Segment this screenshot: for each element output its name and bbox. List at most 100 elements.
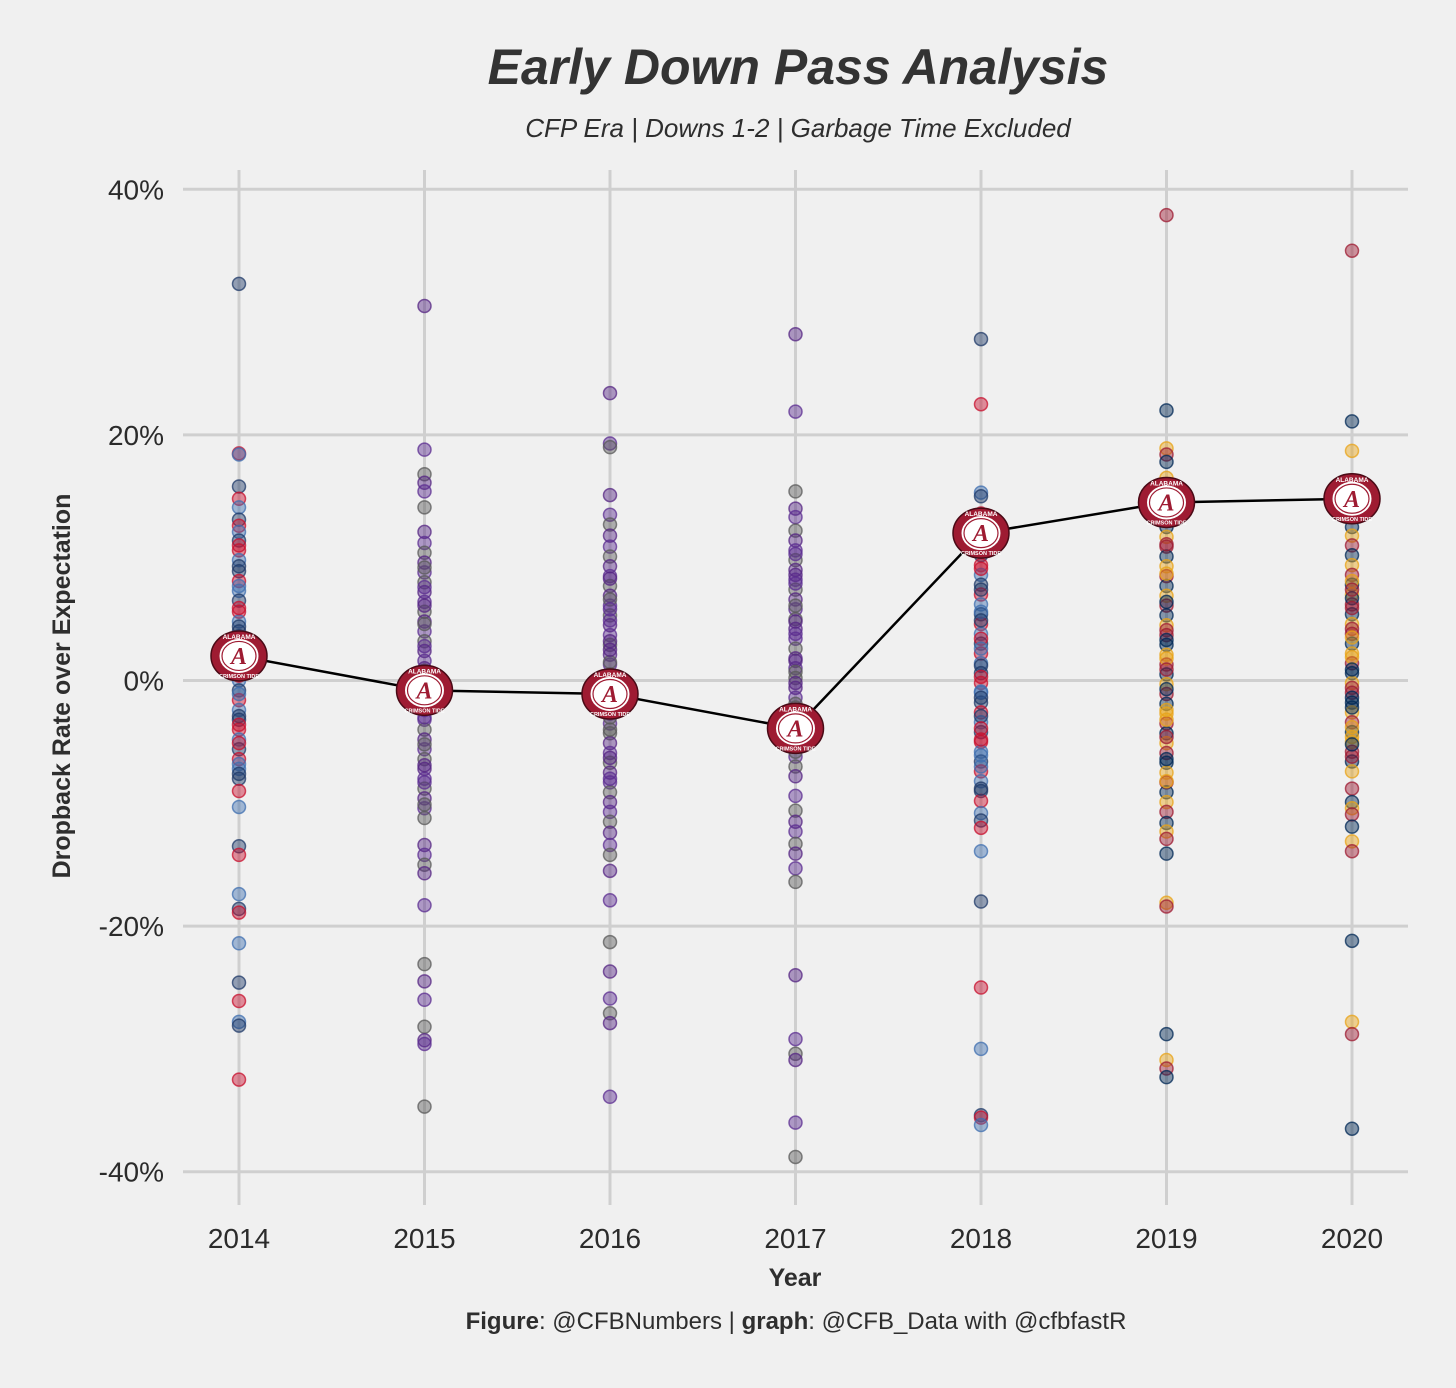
data-point <box>417 616 432 632</box>
data-point <box>1344 665 1360 681</box>
data-point <box>788 814 803 829</box>
data-point <box>788 626 803 642</box>
y-tick-label: 40% <box>108 174 164 205</box>
logo-letter: A <box>600 682 618 708</box>
data-point <box>417 1099 432 1114</box>
data-point <box>602 775 618 790</box>
data-point <box>788 326 803 342</box>
data-point <box>417 797 432 812</box>
data-point <box>1159 403 1174 418</box>
data-point <box>231 276 247 292</box>
data-point <box>973 894 989 909</box>
logo-text-top: ALABAMA <box>779 706 812 713</box>
alabama-crimson-tide-logo: A ALABAMA CRIMSON TIDE <box>581 668 639 720</box>
data-point <box>973 732 989 747</box>
data-point <box>417 974 432 989</box>
data-point <box>602 825 618 841</box>
data-point <box>973 773 989 789</box>
data-point <box>602 637 618 653</box>
data-point <box>1159 824 1174 839</box>
data-point <box>231 533 247 548</box>
y-tick-label: -40% <box>99 1157 164 1188</box>
data-point <box>1159 755 1174 771</box>
data-point <box>417 800 432 816</box>
data-point <box>602 617 618 633</box>
data-point <box>788 1149 803 1165</box>
chart-footer: Figure: @CFBNumbers | graph: @CFB_Data w… <box>0 1308 1456 1336</box>
data-point <box>973 820 989 836</box>
data-point <box>417 535 432 551</box>
data-point <box>602 642 618 658</box>
data-point <box>973 636 989 651</box>
data-point <box>1159 207 1174 223</box>
data-point <box>1344 781 1360 796</box>
data-point <box>231 761 247 777</box>
data-point <box>1344 1121 1360 1136</box>
logo-inner-ring <box>406 675 443 706</box>
data-point <box>417 484 432 499</box>
data-point <box>417 624 432 639</box>
data-point <box>1344 646 1360 661</box>
data-point <box>231 975 247 990</box>
data-point <box>973 1117 989 1133</box>
data-point <box>231 1018 247 1033</box>
data-point <box>602 1089 618 1105</box>
y-tick-label: -20% <box>99 911 164 942</box>
data-point <box>231 783 247 799</box>
data-point <box>417 742 432 757</box>
alabama-crimson-tide-logo: A ALABAMA CRIMSON TIDE <box>952 507 1010 559</box>
data-point <box>1159 804 1174 820</box>
logo-inner-field <box>219 638 259 673</box>
data-point <box>417 500 432 515</box>
footer-figure-label: Figure <box>465 1308 539 1335</box>
data-point <box>788 1031 803 1047</box>
data-point <box>973 665 989 681</box>
data-point <box>1344 737 1360 752</box>
data-point <box>602 794 618 810</box>
data-point <box>417 1033 432 1048</box>
data-point <box>1344 705 1360 720</box>
data-point <box>602 602 618 617</box>
data-point <box>973 759 989 774</box>
data-point <box>602 613 618 628</box>
data-point <box>788 788 803 804</box>
data-point <box>973 489 989 504</box>
data-point <box>231 732 247 747</box>
logo-inner-ring <box>1334 483 1370 514</box>
data-point <box>417 298 432 314</box>
logo-letter: A <box>1342 487 1360 513</box>
data-point <box>1159 773 1174 789</box>
data-point <box>788 404 803 419</box>
data-point <box>602 507 618 522</box>
data-point <box>231 1072 247 1087</box>
data-point <box>973 748 989 763</box>
logo-inner-field <box>776 711 815 746</box>
data-point <box>231 717 247 732</box>
data-point <box>1159 667 1174 682</box>
data-point <box>1344 729 1360 745</box>
logo-text-bottom: CRIMSON TIDE <box>1332 517 1372 523</box>
data-point <box>602 745 618 761</box>
data-point <box>788 680 803 696</box>
data-point <box>1344 443 1360 459</box>
data-point <box>602 539 618 554</box>
data-point <box>602 385 618 401</box>
data-point <box>602 964 618 979</box>
data-point <box>602 571 618 586</box>
data-point <box>231 559 247 574</box>
data-point <box>417 638 432 654</box>
data-point <box>231 573 247 589</box>
data-point <box>231 683 247 698</box>
data-point <box>1159 651 1174 666</box>
data-point <box>231 886 247 902</box>
data-point <box>417 565 432 580</box>
data-point <box>973 485 989 500</box>
footer-figure-value: : @CFBNumbers | <box>538 1308 742 1335</box>
data-point <box>417 732 432 747</box>
data-point <box>1344 582 1360 597</box>
x-tick-label: 2016 <box>579 1223 641 1254</box>
data-point <box>1159 559 1174 574</box>
data-point <box>973 1110 989 1125</box>
data-point <box>231 593 247 608</box>
data-point <box>417 737 432 752</box>
